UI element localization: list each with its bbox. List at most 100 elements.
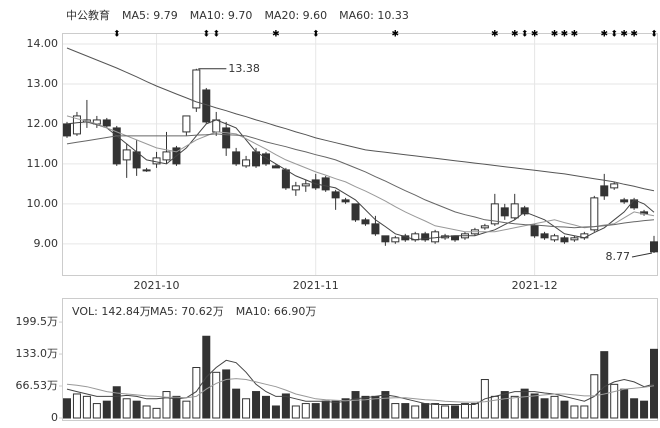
volume-bar — [510, 395, 519, 419]
candle-body — [271, 165, 280, 169]
volume-bar — [281, 393, 290, 419]
volume-bar — [222, 369, 231, 419]
volume-bar — [630, 398, 639, 419]
event-marker: ⬍ — [312, 30, 320, 40]
volume-bar — [431, 403, 440, 419]
x-tick-label: 2021-11 — [293, 279, 339, 292]
candle-body — [222, 127, 231, 149]
candle-body — [162, 151, 171, 161]
volume-bar — [451, 405, 460, 419]
event-marker: ⬍ — [212, 30, 220, 40]
event-marker: ✱ — [630, 30, 638, 40]
y-tick-label: 133.0万 — [16, 347, 59, 360]
ma-line — [66, 133, 655, 229]
candle-body — [351, 203, 360, 221]
volume-bar — [311, 403, 320, 419]
ma-line — [66, 47, 655, 192]
event-marker: ✱ — [561, 30, 569, 40]
candle-body — [371, 223, 380, 235]
event-marker: ✱ — [272, 30, 280, 40]
vol-ma-legend: MA10: 66.90万 — [236, 305, 317, 318]
y-tick-label: 9.00 — [34, 237, 59, 250]
ma-line — [66, 119, 655, 241]
volume-bar — [63, 398, 71, 419]
volume-legend: VOL: 142.84万 — [72, 305, 151, 318]
volume-bar — [351, 391, 360, 419]
volume-bar — [321, 400, 330, 419]
event-marker: ✱ — [491, 30, 499, 40]
volume-bar — [640, 400, 649, 419]
y-tick-label: 12.00 — [27, 117, 59, 130]
y-tick-label: 199.5万 — [16, 315, 59, 328]
volume-bar — [550, 395, 559, 419]
price-panel — [62, 33, 658, 276]
ma-legend: MA60: 10.33 — [339, 9, 409, 22]
volume-bar — [610, 383, 619, 419]
event-marker: ✱ — [600, 30, 608, 40]
y-tick-label: 11.00 — [27, 157, 59, 170]
volume-bar — [142, 405, 151, 419]
candle-body — [232, 151, 241, 165]
min-arrow — [631, 252, 653, 258]
candle-body — [192, 69, 201, 109]
candle-body — [281, 169, 290, 189]
volume-bar — [500, 391, 509, 419]
volume-bar — [291, 405, 300, 419]
candle-body — [500, 207, 509, 217]
volume-bar — [411, 405, 420, 419]
candle-body — [321, 177, 330, 191]
candle-body — [72, 115, 81, 135]
volume-bar — [620, 388, 629, 419]
candle-body — [182, 115, 191, 133]
candle-body — [650, 241, 658, 253]
volume-bar — [72, 393, 81, 419]
min-label: 8.77 — [606, 250, 631, 263]
volume-bar — [271, 405, 280, 419]
volume-bar — [391, 403, 400, 419]
candle-body — [530, 225, 539, 237]
vol-ma-legend: MA5: 70.62万 — [150, 305, 224, 318]
candle-body — [152, 157, 161, 165]
max-label: 13.38 — [228, 62, 260, 75]
candle-body — [570, 237, 579, 241]
candle-body — [590, 197, 599, 231]
volume-bar — [401, 403, 410, 419]
volume-bar — [381, 391, 390, 419]
volume-bar — [600, 351, 609, 419]
volume-bar — [132, 400, 141, 419]
stock-name: 中公教育 — [66, 8, 110, 22]
volume-bar — [331, 400, 340, 419]
candle-body — [212, 119, 221, 133]
candle-body — [252, 151, 261, 167]
volume-bar — [162, 391, 171, 419]
volume-bar — [441, 405, 450, 419]
volume-bar — [560, 400, 569, 419]
volume-bar — [182, 400, 191, 419]
volume-bar — [192, 367, 201, 419]
candle-body — [510, 203, 519, 219]
volume-bar — [460, 403, 469, 419]
candle-body — [540, 233, 549, 239]
candle-body — [421, 233, 430, 241]
event-marker: ✱ — [511, 30, 519, 40]
volume-bar — [252, 391, 261, 419]
candle-body — [550, 235, 559, 241]
ma-legend: MA10: 9.70 — [190, 9, 253, 22]
candle-body — [361, 219, 370, 225]
vol-ma-line — [66, 378, 655, 403]
volume-bar — [82, 395, 91, 419]
candle-body — [261, 153, 270, 165]
candle-body — [242, 159, 251, 167]
volume-bar — [212, 371, 221, 419]
volume-bar — [122, 398, 131, 419]
candle-body — [63, 123, 71, 137]
candle-body — [381, 235, 390, 243]
x-tick-label: 2021-12 — [512, 279, 558, 292]
candle-body — [610, 183, 619, 189]
candle-body — [600, 185, 609, 197]
y-tick-label: 13.00 — [27, 77, 59, 90]
volume-bar — [371, 395, 380, 419]
ma-legend: MA5: 9.79 — [122, 9, 178, 22]
candle-body — [490, 203, 499, 225]
